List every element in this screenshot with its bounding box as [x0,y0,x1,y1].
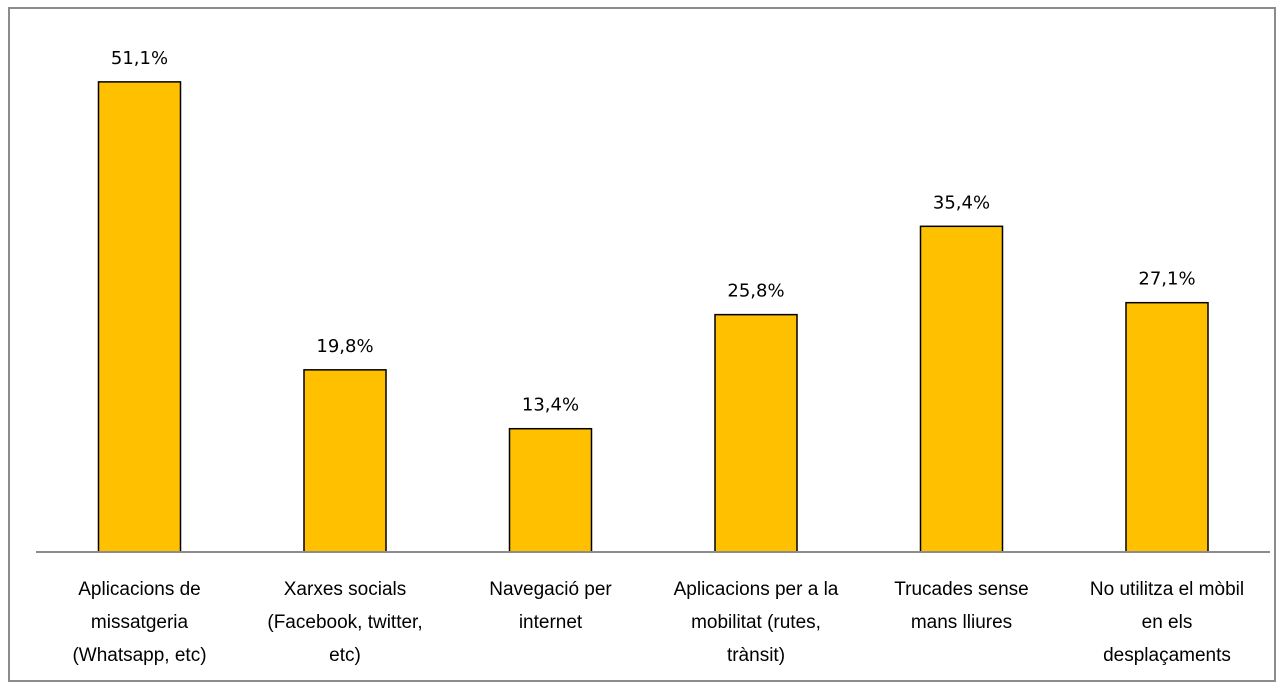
bar-1 [97,81,182,553]
bar-5 [919,225,1004,553]
bar-4 [714,313,798,553]
category-label-5: Trucades sense mans lliures [894,579,1028,633]
data-label-5: 35,4% [933,192,990,213]
chart-frame [8,7,1276,682]
category-label-4: Aplicacions per a la mobilitat (rutes, trà… [674,579,839,666]
data-label-4: 25,8% [727,281,784,302]
category-label-2: Xarxes socials (Facebook, twitter, etc) [267,579,422,666]
category-label-1: Aplicacions de missatgeria (Whatsapp, etc) [72,579,206,666]
data-label-2: 19,8% [316,336,373,357]
bar-2 [303,369,387,553]
bar-3 [508,427,593,553]
data-label-3: 13,4% [522,395,579,416]
bars-layer [97,81,1209,553]
data-label-6: 27,1% [1138,269,1195,290]
category-label-6: No utilitza el mòbil en els desplaçaments [1090,579,1244,666]
labels-layer: 51,1% Aplicacions de missatgeria (Whatsapp,… [72,48,1244,666]
data-label-1: 51,1% [111,48,168,69]
bar-6 [1125,301,1209,553]
category-label-3: Navegació per internet [489,579,612,633]
